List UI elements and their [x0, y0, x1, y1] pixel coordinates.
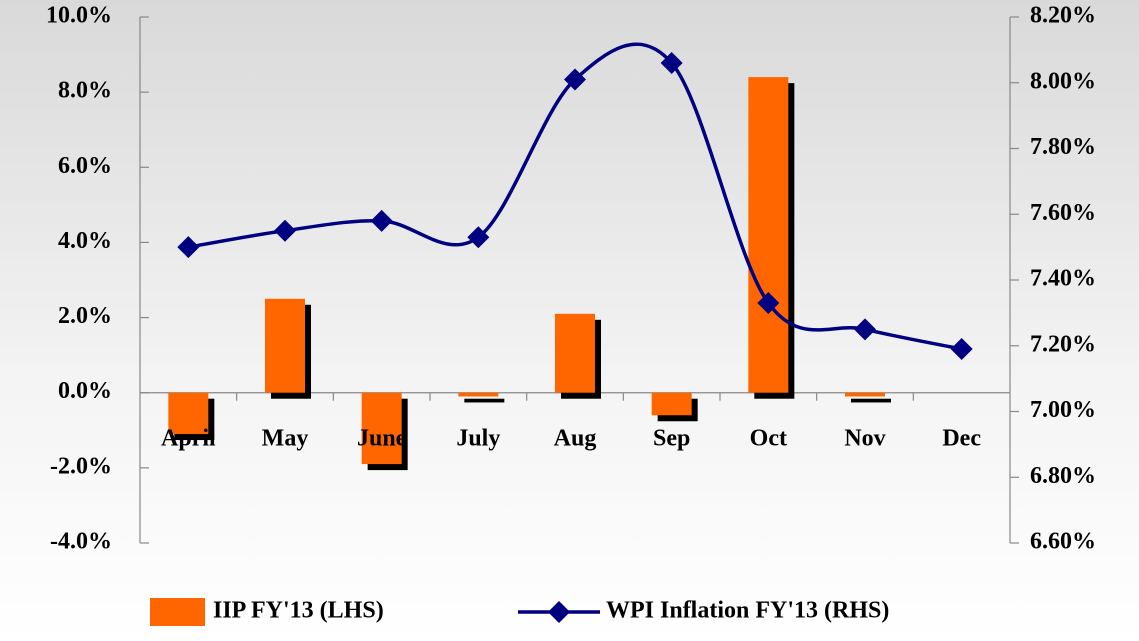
bar [651, 392, 692, 416]
bar [748, 77, 789, 393]
y-tick-label: 8.0% [58, 78, 112, 104]
line-marker [950, 338, 973, 361]
x-tick-label: Dec [942, 426, 981, 452]
y-tick-label: 2.0% [58, 303, 112, 329]
bar [458, 392, 499, 397]
bar [265, 298, 305, 393]
legend-swatch [150, 598, 205, 626]
y-tick-label: -2.0% [50, 453, 112, 479]
y2-tick-label: 8.20% [1030, 3, 1096, 29]
bar-shadow [464, 398, 505, 403]
x-tick-label: Aug [554, 426, 597, 452]
x-tick-label: Sep [653, 426, 690, 452]
x-tick-label: June [357, 426, 407, 452]
x-tick-label: Nov [844, 426, 885, 452]
bar-shadow [851, 398, 891, 403]
y2-tick-label: 6.60% [1030, 529, 1096, 555]
bar [361, 392, 402, 465]
legend-marker [548, 601, 570, 623]
y2-tick-label: 7.80% [1030, 134, 1096, 160]
line-marker [854, 318, 876, 341]
x-tick-label: Oct [750, 426, 787, 452]
line-marker [177, 236, 200, 259]
y-tick-label: 4.0% [58, 228, 112, 254]
line-marker [467, 226, 490, 249]
y-tick-label: 6.0% [58, 153, 112, 179]
x-tick-label: May [262, 426, 309, 452]
bar [555, 313, 595, 393]
legend-label: IIP FY'13 (LHS) [213, 598, 384, 624]
y2-tick-label: 8.00% [1030, 68, 1096, 94]
y-tick-label: -4.0% [50, 529, 112, 555]
y2-tick-label: 6.80% [1030, 463, 1096, 489]
y-tick-label: 10.0% [46, 3, 112, 29]
line-marker [370, 209, 393, 232]
line-marker [660, 52, 683, 75]
bar [168, 392, 209, 435]
y2-tick-label: 7.20% [1030, 331, 1096, 357]
legend-label: WPI Inflation FY'13 (RHS) [606, 598, 889, 624]
line-marker [564, 68, 586, 91]
y-tick-label: 0.0% [58, 378, 112, 404]
y2-tick-label: 7.00% [1030, 397, 1096, 423]
line-marker [274, 219, 296, 242]
y2-tick-label: 7.40% [1030, 266, 1096, 292]
x-tick-label: April [161, 426, 216, 452]
x-tick-label: July [456, 426, 500, 452]
line-marker [757, 292, 780, 315]
line [188, 42, 963, 351]
bar [845, 392, 885, 397]
y2-tick-label: 7.60% [1030, 200, 1096, 226]
